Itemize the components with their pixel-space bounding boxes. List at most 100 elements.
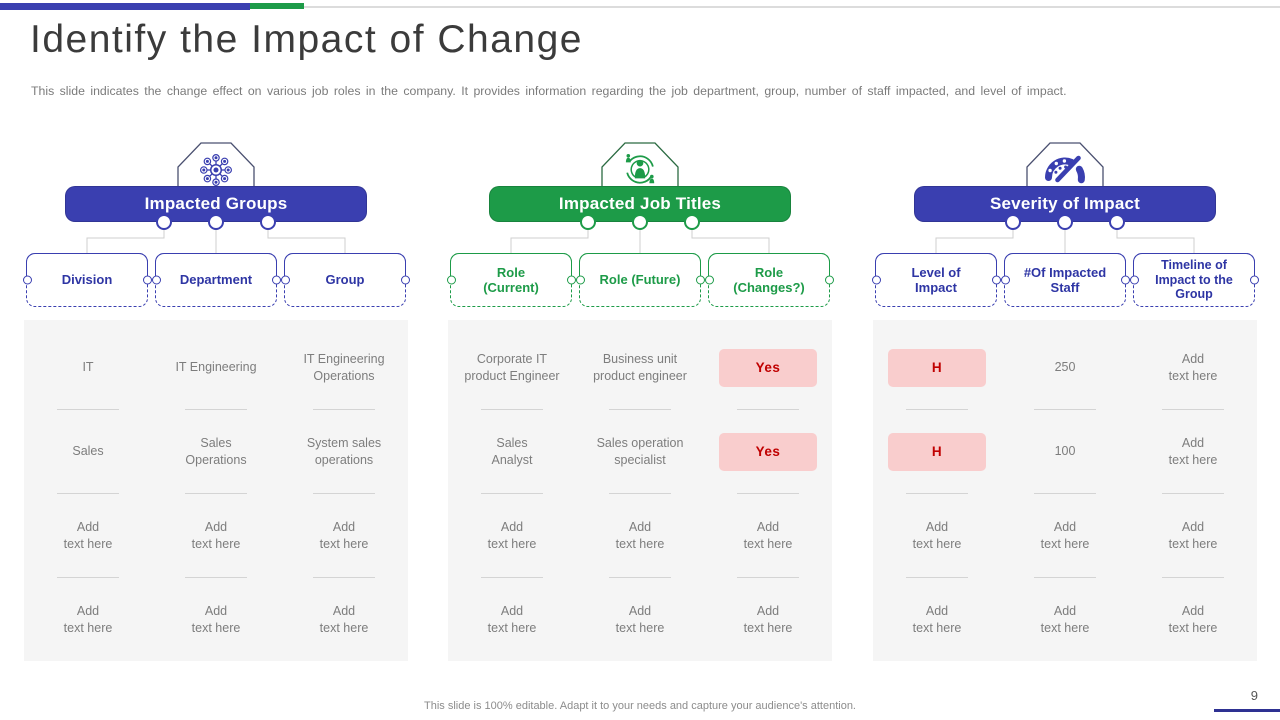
table-cell: IT: [82, 360, 94, 375]
side-handle: [991, 275, 1001, 285]
connector-dot: [260, 214, 276, 230]
table-row: Add text here Add text here Add text her…: [873, 582, 1257, 657]
table-row: Sales Sales Operations System sales oper…: [24, 414, 408, 489]
connector-lines: [935, 228, 1195, 253]
page-number-underline: [1214, 709, 1280, 712]
side-handle: [1249, 275, 1259, 285]
table-cell: Add text here: [487, 520, 537, 551]
table-cell: Add text here: [319, 520, 369, 551]
status-badge-high: H: [888, 432, 986, 471]
side-handle: [1129, 275, 1139, 285]
row-divider: [24, 489, 408, 498]
connector-dot: [1109, 214, 1125, 230]
table-cell: Add text here: [319, 604, 369, 635]
status-badge-yes: Yes: [719, 432, 817, 471]
column-header-level-of-impact: Level of Impact: [871, 252, 1001, 307]
table-cell: System sales operations: [306, 436, 382, 467]
table-row: H 250 Add text here: [873, 330, 1257, 405]
side-handle: [280, 275, 290, 285]
column-header-department: Department: [151, 252, 281, 307]
table-cell: Add text here: [63, 520, 113, 551]
network-icon: [177, 142, 255, 200]
column-header-role-changes: Role (Changes?): [704, 252, 834, 307]
table-row: Add text here Add text here Add text her…: [873, 498, 1257, 573]
row-divider: [873, 405, 1257, 414]
page-subtitle: This slide indicates the change effect o…: [31, 84, 1067, 98]
table-cell: Add text here: [1168, 520, 1218, 551]
side-handle: [695, 275, 705, 285]
row-divider: [873, 489, 1257, 498]
table-cell: Add text here: [1040, 520, 1090, 551]
table-row: Corporate IT product Engineer Business u…: [448, 330, 832, 405]
table-cell: Add text here: [63, 604, 113, 635]
connector-lines: [510, 228, 770, 253]
side-handle: [566, 275, 576, 285]
table-cell: Add text here: [1168, 352, 1218, 383]
table-cell: Add text here: [912, 520, 962, 551]
page-number: 9: [1250, 688, 1258, 703]
table-cell: Add text here: [912, 604, 962, 635]
connector-dot: [1057, 214, 1073, 230]
section-impacted-groups: Impacted Groups Division Department Grou…: [22, 140, 410, 664]
side-handle: [824, 275, 834, 285]
table-cell: Sales: [72, 444, 104, 459]
table-cell: Add text here: [1040, 604, 1090, 635]
column-header-division: Division: [22, 252, 152, 307]
top-accent-green: [250, 3, 304, 9]
table-row: Add text here Add text here Add text her…: [448, 582, 832, 657]
table-cell: Add text here: [615, 604, 665, 635]
table-cell: 100: [1054, 444, 1076, 459]
connector-dot: [1005, 214, 1021, 230]
column-header-label: Department: [179, 272, 253, 288]
column-header-impacted-staff: #Of Impacted Staff: [1000, 252, 1130, 307]
side-handle: [271, 275, 281, 285]
table-cell: Yes: [704, 414, 832, 489]
side-handle: [704, 275, 714, 285]
data-panel-severity-of-impact: H 250 Add text here H 100 Add text here …: [873, 320, 1257, 661]
table-cell: Business unit product engineer: [593, 352, 687, 383]
column-header-label: Group: [325, 272, 365, 288]
table-row: Sales Analyst Sales operation specialist…: [448, 414, 832, 489]
connector-dot: [580, 214, 596, 230]
gauge-icon: [1026, 142, 1104, 200]
table-cell: Yes: [704, 330, 832, 405]
column-header-label: Role (Current): [483, 264, 539, 295]
table-cell: Add text here: [191, 604, 241, 635]
table-cell: Add text here: [743, 604, 793, 635]
table-row: IT IT Engineering IT Engineering Operati…: [24, 330, 408, 405]
column-header-group: Group: [280, 252, 410, 307]
table-cell: Add text here: [1168, 436, 1218, 467]
table-cell: Sales operation specialist: [596, 436, 684, 467]
table-cell: H: [873, 414, 1001, 489]
column-header-label: Level of Impact: [911, 264, 961, 295]
table-cell: Add text here: [1168, 604, 1218, 635]
row-divider: [448, 573, 832, 582]
side-handle: [142, 275, 152, 285]
row-divider: [24, 405, 408, 414]
column-header-role-future: Role (Future): [575, 252, 705, 307]
table-cell: Sales Analyst: [491, 436, 533, 467]
data-panel-impacted-job-titles: Corporate IT product Engineer Business u…: [448, 320, 832, 661]
column-header-label: Division: [61, 272, 113, 288]
column-header-label: #Of Impacted Staff: [1023, 264, 1107, 295]
side-handle: [1000, 275, 1010, 285]
side-handle: [575, 275, 585, 285]
side-handle: [22, 275, 32, 285]
row-divider: [448, 405, 832, 414]
status-badge-high: H: [888, 348, 986, 387]
table-cell: Add text here: [743, 520, 793, 551]
row-divider: [873, 573, 1257, 582]
table-cell: Add text here: [487, 604, 537, 635]
section-severity-of-impact: Severity of Impact Level of Impact #Of I…: [871, 140, 1259, 664]
table-cell: Corporate IT product Engineer: [464, 352, 560, 383]
side-handle: [871, 275, 881, 285]
table-row: Add text here Add text here Add text her…: [448, 498, 832, 573]
table-row: H 100 Add text here: [873, 414, 1257, 489]
side-handle: [151, 275, 161, 285]
connector-lines: [86, 228, 346, 253]
footer-note: This slide is 100% editable. Adapt it to…: [424, 700, 856, 712]
column-header-label: Timeline of Impact to the Group: [1155, 257, 1233, 302]
column-header-role-current: Role (Current): [446, 252, 576, 307]
data-panel-impacted-groups: IT IT Engineering IT Engineering Operati…: [24, 320, 408, 661]
